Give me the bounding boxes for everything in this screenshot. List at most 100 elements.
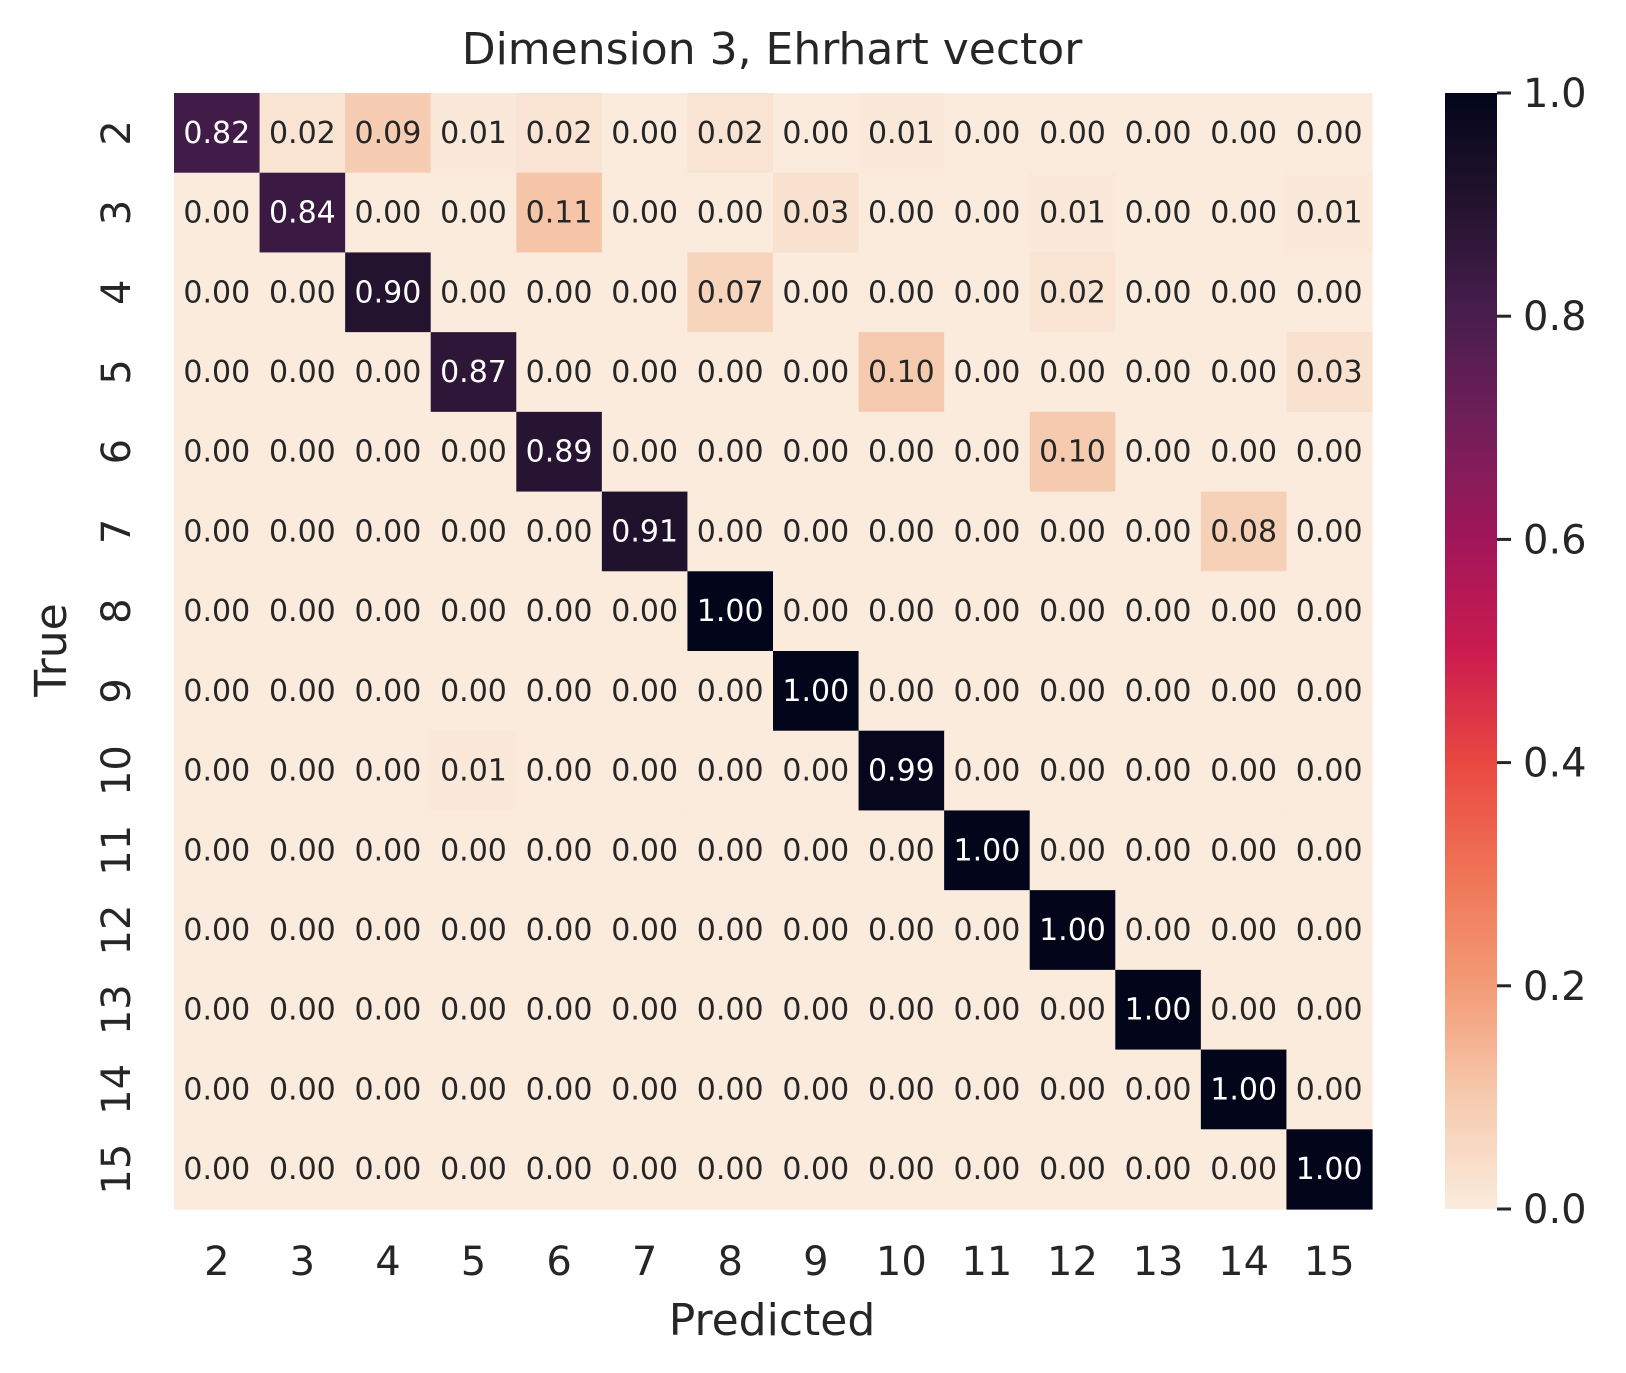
cell-value-label: 0.00: [355, 514, 422, 549]
cell-value-label: 0.00: [954, 514, 1021, 549]
cell-value-label: 0.00: [868, 275, 935, 310]
heatmap-cell: [601, 1129, 689, 1210]
cell-value-label: 0.00: [954, 674, 1021, 709]
cell-value-label: 0.00: [697, 435, 764, 470]
cell-value-label: 0.00: [1039, 833, 1106, 868]
cell-value-label: 0.00: [526, 913, 593, 948]
x-tick-label: 10: [876, 1239, 927, 1285]
cell-value-label: 0.00: [1039, 754, 1106, 789]
cell-value-label: 0.00: [1125, 1152, 1192, 1187]
heatmap-cell: [773, 810, 860, 891]
heatmap-cell: [601, 730, 689, 812]
cell-value-label: 0.00: [269, 514, 336, 549]
cell-value-label: 0.00: [1296, 435, 1363, 470]
heatmap-cell: [601, 1049, 689, 1130]
heatmap-cell: [430, 411, 517, 493]
cell-value-label: 0.84: [269, 196, 336, 231]
cell-value-label: 0.00: [782, 1152, 849, 1187]
cell-value-label: 0.00: [868, 913, 935, 948]
heatmap-cell: [174, 1129, 261, 1210]
heatmap-cell: [687, 651, 774, 732]
cell-value-label: 0.00: [526, 993, 593, 1028]
cell-value-label: 0.09: [355, 116, 422, 151]
heatmap-cell: [1029, 571, 1116, 652]
heatmap-cell: [259, 93, 346, 174]
cell-value-label: 0.00: [782, 514, 849, 549]
heatmap-cell: [858, 252, 945, 333]
cell-value-label: 0.00: [782, 116, 849, 151]
cell-value-label: 0.00: [1296, 993, 1363, 1028]
cell-value-label: 0.00: [269, 993, 336, 1028]
heatmap-cell: [1200, 252, 1288, 333]
cell-value-label: 0.00: [868, 196, 935, 231]
cell-value-label: 0.00: [1296, 833, 1363, 868]
heatmap-cell: [345, 969, 432, 1051]
cell-value-label: 0.00: [1125, 594, 1192, 629]
heatmap-cell: [773, 1049, 860, 1130]
x-axis-ticks: 2 3 4 5 6 7 8 9 10 11 12 13 14 15: [204, 1239, 1355, 1285]
cell-value-label: 0.00: [1296, 754, 1363, 789]
heatmap-cell: [430, 491, 517, 572]
colorbar-tick-label: 0.8: [1523, 294, 1587, 340]
cell-value-label: 0.00: [183, 674, 250, 709]
heatmap-cell: [858, 332, 945, 413]
heatmap-cell: [259, 172, 346, 254]
x-tick-label: 12: [1047, 1239, 1098, 1285]
cell-value-label: 0.89: [526, 435, 593, 470]
cell-value-label: 0.00: [1210, 355, 1277, 390]
cell-value-label: 0.00: [1125, 1072, 1192, 1107]
heatmap-cell: [1115, 93, 1202, 174]
heatmap-cell: [1115, 172, 1202, 254]
cell-value-label: 0.10: [1039, 435, 1106, 470]
heatmap-cell: [430, 571, 517, 652]
cell-value-label: 0.00: [1039, 594, 1106, 629]
heatmap-cell: [944, 93, 1031, 174]
heatmap-cell: [516, 1129, 603, 1210]
y-tick-label: 14: [94, 1064, 140, 1115]
heatmap-cell: [174, 332, 261, 413]
y-tick-label: 8: [94, 598, 140, 623]
cell-value-label: 0.00: [269, 833, 336, 868]
heatmap-cell: [1115, 651, 1202, 732]
cell-value-label: 0.00: [1296, 913, 1363, 948]
heatmap-cell: [601, 651, 689, 732]
heatmap-cell: [1200, 411, 1288, 493]
colorbar-tick-label: 0.2: [1523, 964, 1587, 1010]
cell-value-label: 0.00: [697, 674, 764, 709]
heatmap-cell: [1115, 1129, 1202, 1210]
heatmap-cell: [345, 252, 432, 333]
cell-value-label: 0.00: [1210, 754, 1277, 789]
heatmap-cell: [174, 1049, 261, 1130]
heatmap-cell: [773, 1129, 860, 1210]
cell-value-label: 0.00: [1125, 355, 1192, 390]
heatmap-cell: [259, 571, 346, 652]
cell-value-label: 0.00: [868, 514, 935, 549]
heatmap-cell: [1200, 93, 1288, 174]
cell-value-label: 0.00: [782, 355, 849, 390]
heatmap-cell: [430, 172, 517, 254]
heatmap-cell: [1286, 172, 1373, 254]
colorbar-tick-label: 0.4: [1523, 741, 1587, 787]
heatmap-cell: [1029, 411, 1116, 493]
cell-value-label: 0.00: [355, 833, 422, 868]
heatmap-cell: [174, 969, 261, 1051]
heatmap-cell: [687, 810, 774, 891]
cell-value-label: 0.00: [269, 275, 336, 310]
cell-value-label: 0.00: [269, 1072, 336, 1107]
heatmap-cell: [687, 332, 774, 413]
heatmap-cell: [1029, 1049, 1116, 1130]
heatmap-cell: [430, 332, 517, 413]
heatmap-cell: [1029, 172, 1116, 254]
cell-value-label: 0.00: [782, 993, 849, 1028]
heatmap-cell: [345, 172, 432, 254]
cell-value-label: 1.00: [1210, 1072, 1277, 1107]
cell-value-label: 0.00: [1296, 674, 1363, 709]
colorbar-tick-label: 0.6: [1523, 517, 1587, 563]
y-tick-label: 7: [94, 519, 140, 544]
cell-value-label: 0.00: [611, 913, 678, 948]
cell-value-label: 0.00: [697, 993, 764, 1028]
heatmap-cell: [174, 93, 261, 174]
cell-value-label: 0.00: [355, 754, 422, 789]
heatmap-cell-labels: 0.82 0.02 0.09 0.01 0.02 0.00 0.02 0.00 0.01 0.00…: [183, 116, 1362, 1187]
cell-value-label: 0.82: [183, 116, 250, 151]
